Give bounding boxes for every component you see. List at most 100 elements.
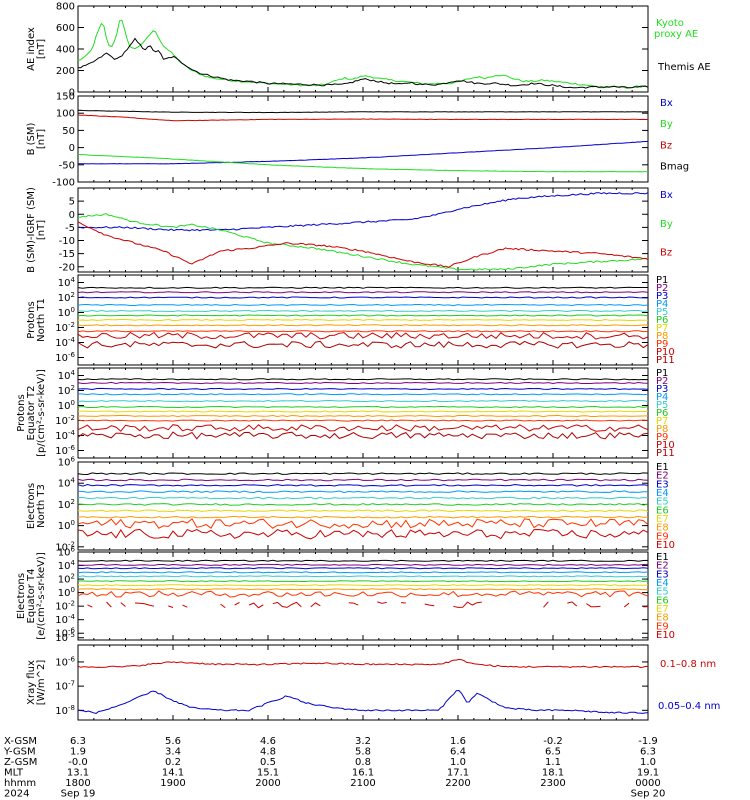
band-line-p5 <box>77 399 649 403</box>
panel-bsm: -100 -50 0 50 100 150 B (SM) [nT] Bx By Bz Bmag <box>26 92 689 189</box>
y-axis-label: North T3 <box>36 484 47 528</box>
band-line-p11 <box>77 340 649 349</box>
band-line-p10 <box>77 424 649 432</box>
legend-e4: E4 <box>656 578 669 589</box>
legend-p6: P6 <box>656 315 668 326</box>
y-axis-label: Protons <box>26 301 37 338</box>
y-tick-label: 10-8 <box>55 704 75 717</box>
band-line-e3 <box>77 567 649 570</box>
legend-p2: P2 <box>656 376 668 387</box>
y-tick-label: 10-4 <box>55 613 75 626</box>
y-tick-label: -10 <box>59 236 75 247</box>
y-tick-label: 104 <box>58 559 76 572</box>
band-line-e4 <box>77 490 648 494</box>
legend-p5: P5 <box>656 307 668 318</box>
legend-p8: P8 <box>656 331 668 342</box>
band-line-e5 <box>77 496 649 500</box>
band-line-e8 <box>77 515 648 519</box>
legend-p8: P8 <box>656 424 668 435</box>
y-tick-label: -100 <box>52 178 75 189</box>
ephemeris-table: X-GSM 6.3 5.6 4.6 3.2 1.6 -0.2 -1.9 Y-GSM 1.9 3.4 4… <box>3 736 665 800</box>
ephem-value: 1.6 <box>450 736 466 747</box>
band-line-e8 <box>77 588 649 591</box>
legend-e3: E3 <box>656 569 669 580</box>
y-axis-label: [p/(cm²-s-sr-keV)] <box>36 369 47 457</box>
legend-p1: P1 <box>656 275 668 286</box>
legend-by: By <box>660 119 673 130</box>
y-tick-label: 200 <box>56 66 75 77</box>
y-tick-label: 0 <box>69 143 75 154</box>
y-tick-label: 100 <box>58 519 75 532</box>
ephem-value: 0.2 <box>165 757 181 768</box>
band-line-p6 <box>77 314 649 317</box>
panel-frame <box>77 367 649 459</box>
band-line-p1 <box>77 286 648 289</box>
ephem-value: 1.1 <box>545 757 561 768</box>
band-line-e2 <box>77 563 649 566</box>
series-line-bx <box>78 140 649 165</box>
date-row-label: 2024 <box>4 789 29 800</box>
band-line-e7 <box>77 584 649 587</box>
band-line-p3 <box>77 296 648 299</box>
date-start: Sep 19 <box>61 789 96 800</box>
y-tick-label: -20 <box>59 262 75 273</box>
y-tick-label: 10-6 <box>55 351 75 364</box>
panel-xray: 10-8 10-7 10-6 10-5 Xray flux [W/m^2] 0.1–0.8 … <box>26 631 720 721</box>
ephem-value: 6.3 <box>70 736 86 747</box>
legend-by: By <box>660 219 673 230</box>
ephem-value: -0.0 <box>68 757 88 768</box>
band-line-e10 <box>77 528 649 540</box>
legend-p10: P10 <box>656 440 675 451</box>
ephem-value: 16.1 <box>352 768 374 779</box>
band-line-p4 <box>77 303 649 307</box>
series-line-themis-ae <box>77 37 649 89</box>
y-axis-label: AE index <box>26 27 37 71</box>
band-line-p2 <box>77 291 649 294</box>
ephem-value: 1.0 <box>450 757 466 768</box>
ephem-value: -1.9 <box>638 736 658 747</box>
y-axis-label: B (SM)-IGRF (SM) <box>26 187 37 273</box>
y-tick-label: 104 <box>58 477 76 490</box>
series-line-bmag <box>77 109 649 114</box>
series-line-bz <box>77 221 649 268</box>
y-axis-label: [nT] <box>36 220 47 240</box>
panel-frame <box>77 95 649 183</box>
band-line-p9 <box>77 419 649 422</box>
y-tick-label: 800 <box>56 2 75 13</box>
y-axis-label: B (SM) <box>26 122 37 155</box>
panel-frame <box>77 644 649 721</box>
band-line-p7 <box>77 318 649 322</box>
legend-p7: P7 <box>656 416 668 427</box>
ephem-value: 14.1 <box>162 768 184 779</box>
legend-p4: P4 <box>656 392 668 403</box>
band-line-p3 <box>77 387 649 391</box>
ephem-value: 18.1 <box>542 768 564 779</box>
ephem-value: 2100 <box>350 778 375 789</box>
y-tick-label: 10-2 <box>55 414 75 427</box>
y-tick-label: 100 <box>58 586 75 599</box>
band-line-e9 <box>77 590 649 598</box>
y-tick-label: 10-4 <box>55 336 75 349</box>
legend-p7: P7 <box>656 323 668 334</box>
band-line-e6 <box>77 580 649 583</box>
ephem-value: 15.1 <box>257 768 279 779</box>
band-line-p5 <box>77 309 649 313</box>
y-axis-label: Xray flux <box>26 660 37 705</box>
y-tick-label: 150 <box>56 92 75 103</box>
legend-p3: P3 <box>656 291 668 302</box>
y-tick-label: -15 <box>59 249 75 260</box>
legend-p4: P4 <box>656 299 668 310</box>
legend-e10: E10 <box>656 540 675 551</box>
y-tick-label: 50 <box>62 126 75 137</box>
legend-e7: E7 <box>656 604 669 615</box>
legend-bz: Bz <box>660 140 672 151</box>
y-tick-label: -50 <box>59 160 75 171</box>
ephem-value: 0.5 <box>260 757 276 768</box>
legend-bx: Bx <box>660 98 673 109</box>
band-line-e7 <box>77 509 649 513</box>
legend-p10: P10 <box>656 347 675 358</box>
ephem-value: 1900 <box>160 778 185 789</box>
ephem-value: 5.6 <box>165 736 181 747</box>
